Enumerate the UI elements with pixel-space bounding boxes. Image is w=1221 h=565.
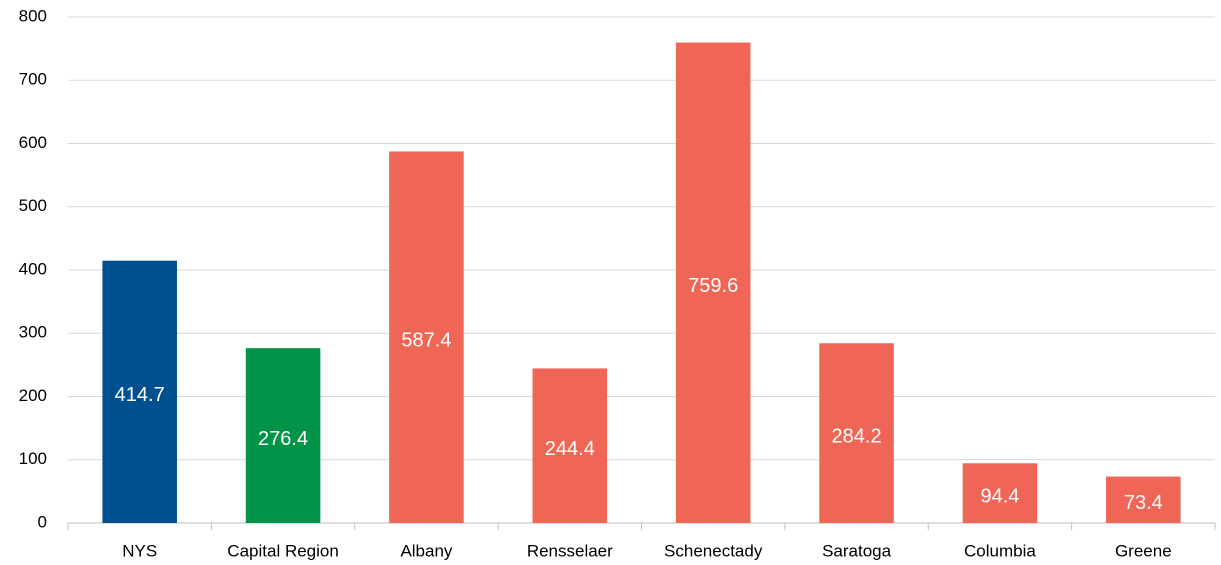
x-tick-label: Rensselaer — [527, 541, 613, 560]
data-label: 587.4 — [401, 330, 451, 352]
data-label: 759.6 — [688, 275, 738, 297]
y-tick-label: 100 — [19, 449, 47, 468]
y-tick-label: 800 — [19, 6, 47, 25]
y-tick-label: 0 — [38, 512, 47, 531]
x-tick-label: Capital Region — [227, 541, 339, 560]
y-tick-label: 700 — [19, 70, 47, 89]
x-tick-label: Schenectady — [664, 541, 763, 560]
y-tick-label: 200 — [19, 386, 47, 405]
bar — [819, 343, 894, 523]
y-tick-label: 600 — [19, 133, 47, 152]
bar — [532, 368, 608, 523]
bar — [1106, 476, 1181, 523]
x-tick-label: Columbia — [964, 541, 1036, 560]
data-label: 73.4 — [1124, 492, 1163, 514]
data-label: 284.2 — [832, 425, 882, 447]
y-tick-label: 400 — [19, 259, 47, 278]
bar — [245, 348, 321, 523]
bar — [389, 151, 464, 524]
data-label: 244.4 — [545, 438, 595, 460]
bar — [962, 463, 1038, 523]
data-label: 276.4 — [258, 428, 308, 450]
x-tick-label: Albany — [400, 541, 452, 560]
y-tick-label: 500 — [19, 196, 47, 215]
data-label: 94.4 — [980, 485, 1019, 507]
bar — [675, 42, 751, 523]
x-tick-label: Saratoga — [822, 541, 892, 560]
data-label: 414.7 — [115, 384, 165, 406]
x-tick-label: Greene — [1115, 541, 1172, 560]
x-tick-label: NYS — [122, 541, 157, 560]
y-tick-label: 300 — [19, 323, 47, 342]
bar — [102, 260, 177, 523]
